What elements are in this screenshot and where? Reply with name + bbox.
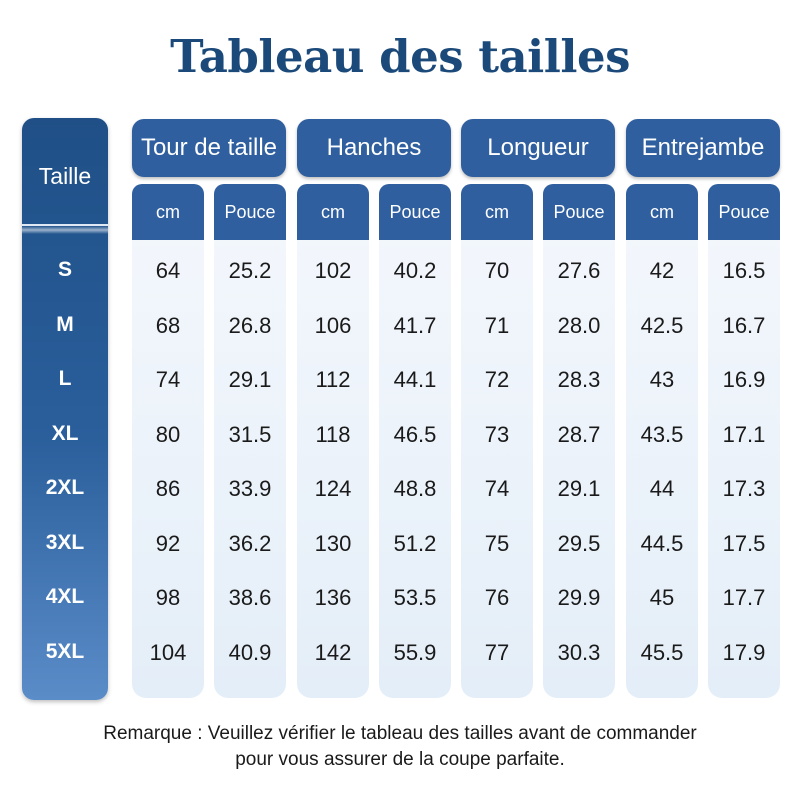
data-column: [132, 228, 204, 698]
unit-header-cm: cm: [461, 184, 533, 240]
table-cell: 76: [484, 585, 510, 610]
data-column: [543, 228, 615, 698]
footnote-line-2: pour vous assurer de la coupe parfaite.: [235, 749, 565, 770]
table-cell: 75: [484, 530, 510, 556]
table-cell: 43: [649, 367, 675, 392]
table-cell: 55.9: [393, 639, 437, 665]
table-cell: 51.2: [393, 530, 437, 556]
table-cell: 64: [155, 258, 181, 283]
table-cell: 28.3: [557, 367, 601, 392]
table-cell: 30.3: [557, 639, 601, 665]
table-cell: 25.2: [228, 258, 272, 283]
table-cell: 29.1: [557, 476, 601, 501]
table-cell: 136: [314, 585, 352, 610]
data-column: [297, 228, 369, 698]
table-cell: 98: [155, 585, 181, 610]
unit-header-pouce: Pouce: [708, 184, 780, 240]
page-title: Tableau des tailles: [170, 30, 630, 83]
group-header-hanches: Hanches: [297, 119, 451, 177]
table-cell: 41.7: [393, 312, 437, 338]
size-label: L: [58, 367, 72, 390]
table-cell: 104: [149, 639, 187, 665]
table-cell: 73: [484, 421, 510, 447]
table-cell: 17.3: [722, 476, 766, 501]
data-column: [214, 228, 286, 698]
table-cell: 28.0: [557, 312, 601, 338]
table-cell: 17.9: [722, 639, 766, 665]
table-cell: 45.5: [640, 639, 684, 665]
table-cell: 72: [484, 367, 510, 392]
table-cell: 53.5: [393, 585, 437, 610]
table-cell: 44: [649, 476, 675, 501]
table-cell: 70: [484, 258, 510, 283]
table-cell: 26.8: [228, 312, 272, 338]
table-cell: 77: [484, 639, 510, 665]
table-cell: 46.5: [393, 421, 437, 447]
table-cell: 68: [155, 312, 181, 338]
unit-header-cm: cm: [132, 184, 204, 240]
unit-header-cm: cm: [626, 184, 698, 240]
data-column: [708, 228, 780, 698]
table-cell: 44.1: [393, 367, 437, 392]
size-column-header: Taille: [38, 163, 92, 189]
size-column: [22, 118, 108, 700]
size-label: 5XL: [45, 639, 85, 663]
table-cell: 36.2: [228, 530, 272, 556]
table-cell: 28.7: [557, 421, 601, 447]
table-cell: 112: [315, 367, 351, 392]
table-cell: 48.8: [393, 476, 437, 501]
table-cell: 17.5: [722, 530, 766, 556]
table-cell: 29.9: [557, 585, 601, 610]
table-cell: 142: [314, 639, 352, 665]
table-cell: 45: [649, 585, 675, 610]
table-cell: 42: [649, 258, 675, 283]
table-cell: 106: [314, 312, 352, 338]
unit-header-cm: cm: [297, 184, 369, 240]
table-cell: 38.6: [228, 585, 272, 610]
table-cell: 29.5: [557, 530, 601, 556]
table-cell: 17.1: [722, 421, 766, 447]
table-cell: 42.5: [640, 312, 684, 338]
footnote: Remarque : Veuillez vérifier le tableau …: [0, 721, 800, 773]
size-label: XL: [51, 421, 79, 445]
size-label: 4XL: [45, 585, 85, 608]
data-column: [626, 228, 698, 698]
unit-header-pouce: Pouce: [543, 184, 615, 240]
unit-header-pouce: Pouce: [214, 184, 286, 240]
table-cell: 17.7: [722, 585, 766, 610]
table-cell: 86: [155, 476, 181, 501]
table-cell: 31.5: [228, 421, 272, 447]
group-header-longueur: Longueur: [461, 119, 615, 177]
table-cell: 27.6: [557, 258, 601, 283]
group-header-entrejambe: Entrejambe: [626, 119, 780, 177]
data-column: [461, 228, 533, 698]
table-cell: 102: [314, 258, 352, 283]
table-cell: 74: [155, 367, 181, 392]
table-cell: 124: [314, 476, 352, 501]
size-label: 3XL: [45, 530, 85, 554]
table-cell: 118: [315, 421, 351, 447]
table-cell: 33.9: [228, 476, 272, 501]
table-cell: 74: [484, 476, 510, 501]
table-cell: 29.1: [228, 367, 272, 392]
table-cell: 43.5: [640, 421, 684, 447]
data-column: [379, 228, 451, 698]
size-label: M: [56, 312, 74, 336]
table-cell: 92: [155, 530, 181, 556]
size-column-divider: [22, 224, 108, 234]
table-cell: 16.7: [722, 312, 766, 338]
table-cell: 71: [484, 312, 510, 338]
table-cell: 16.5: [722, 258, 766, 283]
table-cell: 130: [314, 530, 352, 556]
table-cell: 80: [155, 421, 181, 447]
table-cell: 16.9: [722, 367, 766, 392]
unit-header-pouce: Pouce: [379, 184, 451, 240]
table-cell: 40.2: [393, 258, 437, 283]
footnote-line-1: Remarque : Veuillez vérifier le tableau …: [103, 723, 697, 744]
table-cell: 40.9: [228, 639, 272, 665]
table-cell: 44.5: [640, 530, 684, 556]
group-header-tour-de-taille: Tour de taille: [132, 119, 286, 177]
size-label: S: [57, 258, 72, 281]
size-label: 2XL: [45, 476, 85, 499]
